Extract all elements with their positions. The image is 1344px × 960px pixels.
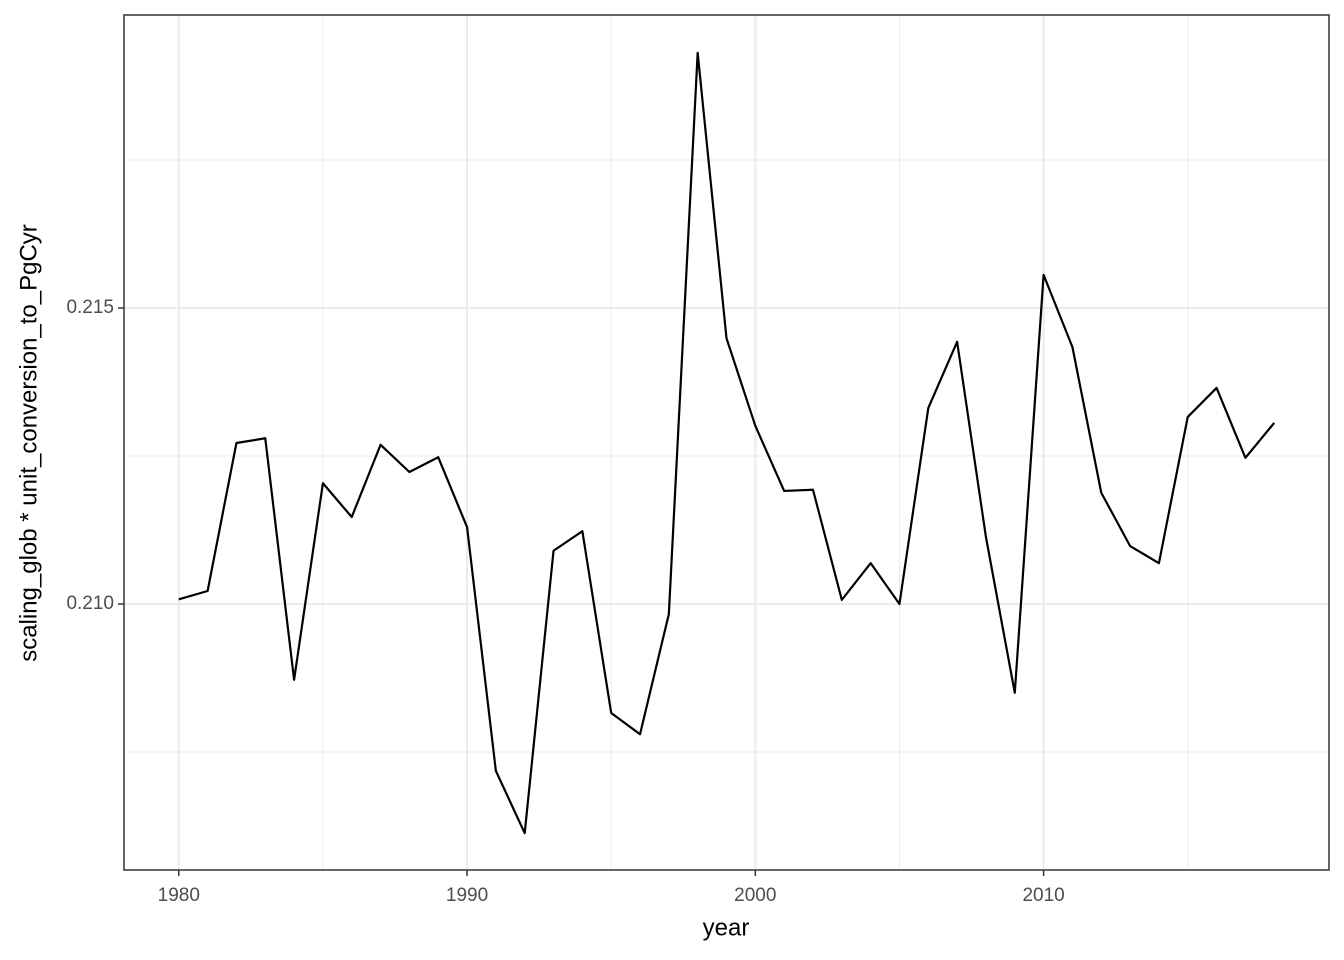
y-axis-title: scaling_glob * unit_conversion_to_PgCyr <box>15 224 42 662</box>
x-tick-label: 1980 <box>158 885 200 906</box>
line-series <box>178 51 1276 835</box>
panel-border <box>123 14 1330 871</box>
x-axis-title: year <box>703 914 750 941</box>
y-tick-label: 0.210 <box>66 593 114 614</box>
y-tick-label: 0.215 <box>66 297 114 318</box>
x-tick-label: 2000 <box>734 885 776 906</box>
x-tick-label: 2010 <box>1022 885 1064 906</box>
x-tick-label: 1990 <box>446 885 488 906</box>
